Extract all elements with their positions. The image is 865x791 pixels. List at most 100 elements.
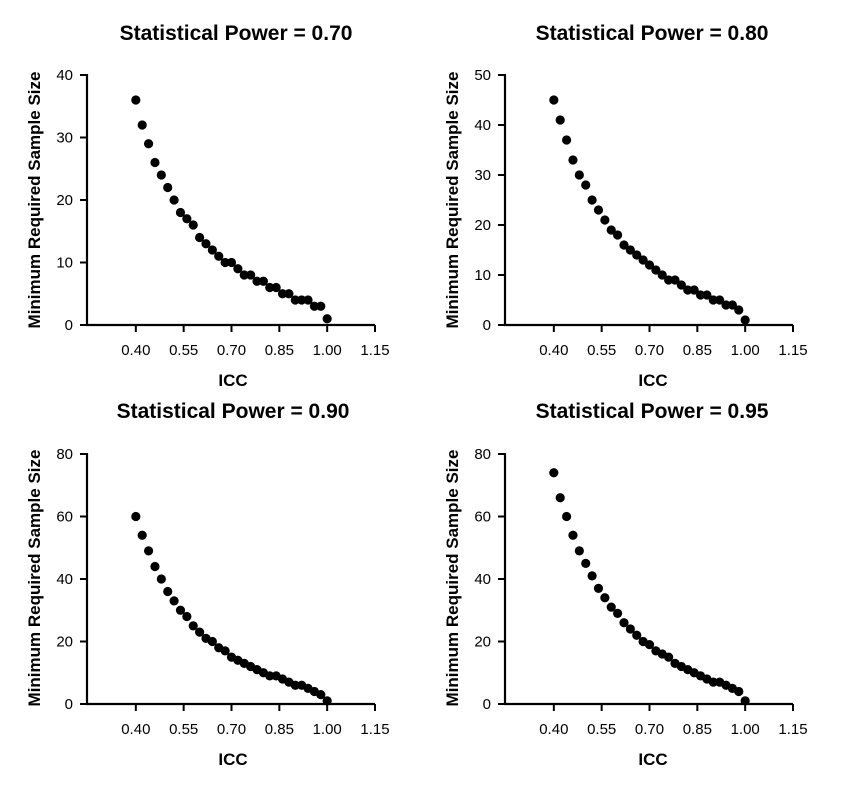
y-axis-label: Minimum Required Sample Size: [443, 450, 462, 707]
x-tick-label: 0.40: [121, 721, 150, 738]
data-point: [239, 270, 249, 280]
data-point: [303, 295, 313, 305]
y-axis-label: Minimum Required Sample Size: [443, 72, 462, 329]
y-tick-label: 20: [474, 634, 491, 651]
data-point: [734, 305, 744, 315]
data-point: [708, 295, 718, 305]
data-point: [708, 677, 718, 687]
data-point: [606, 602, 616, 612]
y-tick-label: 40: [474, 571, 491, 588]
x-tick-label: 1.15: [778, 721, 807, 738]
y-tick-label: 10: [474, 267, 491, 284]
y-tick-label: 30: [56, 130, 73, 147]
data-point: [195, 232, 205, 243]
data-point: [175, 605, 186, 615]
data-point: [277, 289, 288, 299]
data-point: [644, 260, 655, 270]
data-point: [561, 135, 572, 145]
x-tick-label: 0.70: [217, 342, 246, 359]
data-point: [258, 276, 268, 286]
data-point: [593, 583, 604, 593]
x-tick-label: 1.00: [731, 721, 760, 738]
chart-panel-power-070: Statistical Power = 0.70 Minimum Require…: [25, 22, 390, 390]
data-point: [188, 621, 198, 631]
y-axis-label: Minimum Required Sample Size: [25, 450, 44, 707]
data-point: [169, 596, 179, 606]
data-point: [271, 282, 281, 293]
data-point: [632, 630, 642, 640]
data-point: [150, 157, 160, 168]
x-axis-label: ICC: [638, 750, 667, 769]
data-point: [182, 214, 192, 224]
data-point: [632, 250, 642, 260]
x-tick-label: 1.00: [313, 721, 342, 738]
data-point: [220, 646, 230, 656]
x-tick-label: 0.55: [169, 342, 198, 359]
data-point: [175, 207, 186, 218]
data-point: [625, 624, 635, 634]
data-point: [587, 571, 597, 581]
x-tick-label: 0.55: [169, 721, 198, 738]
y-tick-label: 20: [474, 217, 491, 234]
data-point: [549, 95, 559, 105]
data-point: [143, 546, 154, 556]
x-tick-label: 0.85: [265, 721, 294, 738]
data-point: [137, 120, 147, 130]
x-axis-label: ICC: [638, 371, 667, 390]
x-tick-label: 0.40: [121, 342, 150, 359]
chart-panel-power-095: Statistical Power = 0.95 Minimum Require…: [443, 400, 808, 769]
x-tick-label: 0.85: [683, 721, 712, 738]
x-tick-label: 0.55: [587, 342, 616, 359]
x-axis-label: ICC: [218, 371, 247, 390]
data-point: [740, 315, 750, 325]
data-point: [644, 640, 655, 650]
y-tick-label: 20: [56, 192, 73, 209]
y-tick-label: 0: [65, 317, 73, 334]
data-point: [587, 195, 597, 205]
y-tick-label: 50: [474, 67, 491, 84]
data-point: [740, 696, 750, 706]
data-point: [207, 636, 217, 647]
chart-title: Statistical Power = 0.95: [536, 400, 769, 423]
data-point: [246, 270, 256, 280]
y-tick-label: 20: [56, 634, 73, 651]
y-tick-label: 80: [474, 446, 491, 463]
data-point: [600, 215, 610, 225]
data-point: [549, 468, 559, 478]
data-point: [290, 295, 300, 305]
data-point: [156, 574, 166, 584]
data-point: [169, 195, 179, 205]
x-tick-label: 1.15: [360, 721, 389, 738]
x-tick-label: 0.40: [539, 342, 568, 359]
x-tick-label: 1.15: [360, 342, 389, 359]
data-point: [188, 220, 198, 230]
data-point: [143, 139, 154, 149]
data-point: [613, 608, 623, 618]
y-tick-label: 40: [474, 117, 491, 134]
x-tick-label: 1.00: [731, 342, 760, 359]
data-point: [137, 530, 147, 540]
y-tick-label: 0: [483, 696, 491, 713]
data-point: [581, 558, 591, 568]
data-point: [664, 652, 674, 662]
data-point: [715, 295, 725, 305]
data-point: [322, 314, 332, 324]
data-point: [568, 530, 578, 540]
data-point: [619, 618, 629, 628]
data-point: [290, 680, 300, 690]
data-point: [727, 300, 738, 310]
data-point: [252, 276, 262, 286]
chart-panel-power-090: Statistical Power = 0.90 Minimum Require…: [25, 400, 390, 769]
data-point: [555, 115, 565, 125]
data-point: [664, 275, 674, 285]
data-point: [581, 180, 591, 190]
y-tick-label: 30: [474, 167, 491, 184]
data-point: [220, 257, 230, 268]
data-point: [233, 264, 243, 274]
data-point: [561, 511, 572, 522]
data-point: [702, 290, 712, 300]
x-tick-label: 0.55: [587, 721, 616, 738]
x-tick-label: 0.85: [683, 342, 712, 359]
y-tick-label: 40: [56, 571, 73, 588]
data-point: [182, 611, 192, 622]
